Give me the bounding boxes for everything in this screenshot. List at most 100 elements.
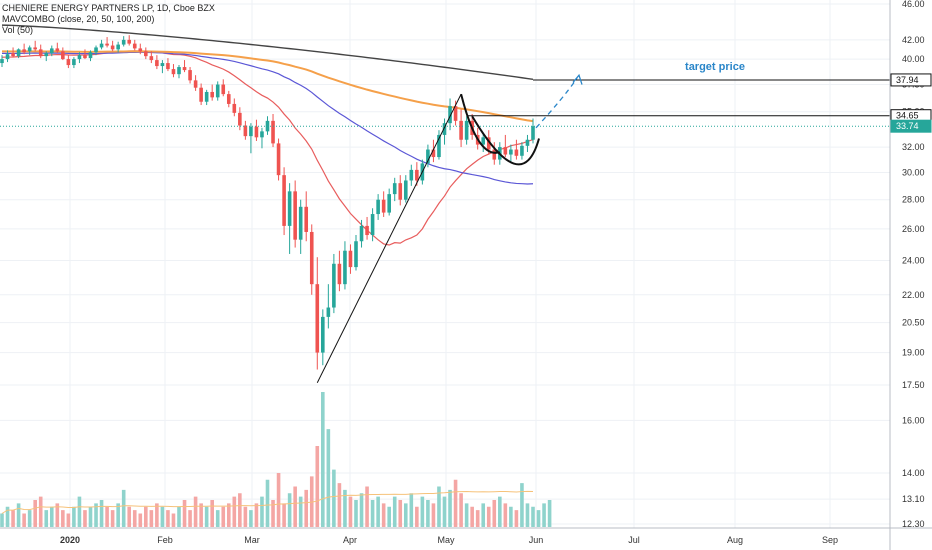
volume-bar: [531, 506, 535, 527]
candle-body: [221, 84, 226, 95]
candle-body: [387, 194, 391, 213]
volume-bar: [160, 506, 165, 527]
drawing-tools[interactable]: target price: [0, 61, 890, 383]
volume-bar: [315, 446, 320, 527]
volume-bar: [116, 503, 120, 527]
volume-bar: [359, 493, 364, 527]
candle-body: [38, 49, 43, 57]
volume-bar: [293, 486, 297, 527]
candle-body: [287, 191, 292, 226]
price-tick-label: 28.00: [902, 195, 925, 205]
price-tick-label: 42.00: [902, 35, 925, 45]
volume-bar: [503, 503, 508, 527]
time-tick-label: Sep: [822, 535, 838, 545]
volume-bar: [525, 503, 530, 527]
volume-bar: [121, 489, 126, 527]
candle-body: [226, 94, 231, 104]
volume-bar: [426, 500, 430, 527]
legend-ma[interactable]: MAVCOMBO (close, 20, 50, 100, 200): [2, 14, 155, 24]
volume-bar: [249, 510, 253, 527]
volume-bar: [365, 486, 369, 527]
candle-body: [105, 43, 109, 46]
volume-bar: [77, 496, 82, 527]
volume-bar: [381, 503, 386, 527]
volume-bar: [448, 489, 452, 527]
candle-body: [271, 120, 275, 144]
volume-bar: [475, 510, 480, 527]
candle-body: [55, 48, 60, 52]
time-tick-label: Feb: [157, 535, 173, 545]
candle-body: [348, 250, 353, 268]
volume-bar: [27, 510, 32, 527]
candle-body: [77, 55, 82, 60]
candle-body: [27, 47, 32, 52]
volume-bar: [321, 392, 325, 527]
volume-bar: [254, 503, 259, 527]
candle-body: [94, 47, 98, 53]
candle-body: [514, 149, 519, 156]
volume-bar: [22, 513, 26, 527]
candle-body: [160, 63, 165, 67]
candle-body: [44, 53, 49, 57]
time-tick-label: Jul: [628, 535, 640, 545]
ma-line: [1, 24, 534, 81]
volume-bar: [38, 496, 43, 527]
candle-body: [238, 112, 242, 126]
candle-body: [426, 149, 430, 164]
candle-body: [343, 250, 347, 285]
volume-bar: [431, 503, 436, 527]
candle-body: [127, 39, 132, 44]
volume-bar: [99, 500, 104, 527]
candle-body: [116, 44, 120, 50]
volume-bar: [66, 513, 71, 527]
candle-body: [16, 49, 21, 57]
candle-body: [5, 54, 10, 60]
legend-title: CHENIERE ENERGY PARTNERS LP, 1D, Cboe BZ…: [2, 3, 215, 13]
volume-bar: [199, 503, 203, 527]
candle-body: [309, 231, 314, 285]
candle-body: [121, 39, 126, 45]
candle-body: [326, 307, 331, 317]
price-tick-label: 20.50: [902, 318, 925, 328]
volume-bar: [188, 510, 192, 527]
candle-body: [376, 199, 380, 215]
volume-bar: [271, 500, 275, 527]
price-tick-label: 32.00: [902, 142, 925, 152]
legend-volume[interactable]: Vol (50): [2, 25, 34, 35]
volume-bar: [182, 500, 187, 527]
price-tick-label: 40.00: [902, 54, 925, 64]
volume-bar: [514, 510, 519, 527]
candle-body: [61, 51, 65, 60]
candle-body: [188, 70, 192, 81]
candle-body: [22, 49, 26, 53]
volume-bar: [437, 486, 441, 527]
volume-bar: [144, 506, 148, 527]
volume-bar: [265, 479, 270, 527]
time-tick-label: May: [437, 535, 455, 545]
candle-body: [431, 149, 436, 158]
volume-bar: [348, 496, 353, 527]
candle-body: [481, 137, 486, 145]
volume-bar: [16, 503, 21, 527]
volume-bar: [177, 506, 181, 527]
candle-body: [486, 137, 491, 150]
volume-bar: [304, 489, 309, 527]
trend-line: [316, 93, 462, 383]
volume-bar: [110, 510, 115, 527]
time-tick-label: Apr: [343, 535, 357, 545]
volume-bar: [193, 496, 198, 527]
price-tag-box: [890, 119, 932, 133]
cup-arc: [471, 115, 540, 166]
volume-bar: [420, 496, 425, 527]
cup-left-edge: [460, 93, 501, 154]
volume-bar: [132, 510, 137, 527]
candle-body: [0, 59, 4, 64]
time-tick-label: 2020: [60, 535, 80, 545]
volume-bar: [238, 493, 242, 527]
candle-body: [99, 43, 104, 48]
candle-body: [110, 45, 115, 50]
volume-bar: [470, 506, 474, 527]
candle-body: [415, 169, 419, 181]
volume-bar: [0, 513, 4, 527]
